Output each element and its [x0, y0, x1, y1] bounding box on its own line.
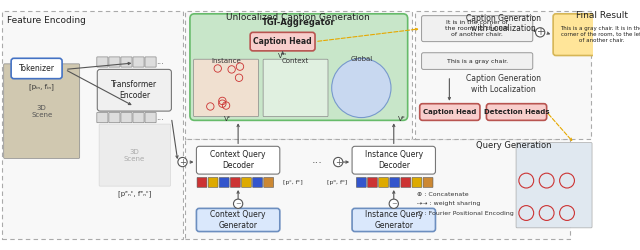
FancyBboxPatch shape [423, 178, 433, 187]
FancyBboxPatch shape [352, 146, 435, 174]
Text: Final Result: Final Result [576, 11, 628, 20]
FancyBboxPatch shape [516, 142, 592, 228]
Text: Caption Generation
with Localization: Caption Generation with Localization [466, 74, 541, 94]
FancyBboxPatch shape [109, 57, 120, 67]
Text: ~: ~ [391, 201, 397, 207]
Text: Instance: Instance [211, 58, 241, 64]
Text: Unlocalized Caption Generation: Unlocalized Caption Generation [227, 13, 370, 22]
Text: ...: ... [312, 155, 323, 165]
FancyBboxPatch shape [220, 178, 229, 187]
Text: ⊕ : Concatenate: ⊕ : Concatenate [417, 192, 468, 197]
FancyBboxPatch shape [264, 178, 274, 187]
FancyBboxPatch shape [4, 64, 80, 158]
FancyBboxPatch shape [486, 104, 547, 120]
FancyBboxPatch shape [121, 112, 132, 123]
FancyBboxPatch shape [109, 112, 120, 123]
Text: Global: Global [350, 56, 372, 62]
FancyBboxPatch shape [390, 178, 399, 187]
Text: Instance Query
Decoder: Instance Query Decoder [365, 150, 423, 170]
FancyBboxPatch shape [97, 112, 108, 123]
Circle shape [536, 28, 545, 37]
Text: TGI-Aggregator: TGI-Aggregator [262, 18, 335, 28]
FancyBboxPatch shape [194, 59, 259, 117]
FancyBboxPatch shape [422, 53, 532, 70]
FancyBboxPatch shape [263, 59, 328, 117]
Text: Tokenizer: Tokenizer [19, 64, 54, 73]
FancyBboxPatch shape [97, 70, 172, 111]
Text: Feature Encoding: Feature Encoding [7, 16, 86, 25]
Text: Vᶜ: Vᶜ [224, 116, 232, 122]
Circle shape [389, 199, 399, 208]
FancyBboxPatch shape [352, 208, 435, 232]
FancyBboxPatch shape [11, 58, 62, 79]
FancyBboxPatch shape [422, 16, 532, 42]
Text: Context: Context [282, 58, 309, 64]
FancyBboxPatch shape [230, 178, 240, 187]
Text: ○ : Fourier Positional Encoding: ○ : Fourier Positional Encoding [417, 210, 514, 216]
Text: Context Query
Decoder: Context Query Decoder [211, 150, 266, 170]
Text: Vᵐ: Vᵐ [278, 53, 287, 59]
Text: ⇢⇢ : weight sharing: ⇢⇢ : weight sharing [417, 201, 480, 206]
FancyBboxPatch shape [197, 178, 207, 187]
Text: Caption Generation
with Localization: Caption Generation with Localization [466, 14, 541, 33]
FancyBboxPatch shape [253, 178, 262, 187]
Text: +: + [335, 158, 342, 166]
FancyBboxPatch shape [379, 178, 388, 187]
FancyBboxPatch shape [208, 178, 218, 187]
Bar [415, 11, 591, 139]
Bar [186, 11, 412, 139]
Bar [2, 11, 182, 239]
FancyBboxPatch shape [196, 208, 280, 232]
Text: Transformer
Encoder: Transformer Encoder [111, 80, 157, 100]
FancyBboxPatch shape [121, 57, 132, 67]
FancyBboxPatch shape [412, 178, 422, 187]
Text: 3D
Scene: 3D Scene [31, 104, 52, 118]
Text: +: + [536, 27, 544, 37]
FancyBboxPatch shape [190, 14, 408, 120]
Text: 3D
Scene: 3D Scene [124, 149, 145, 162]
Circle shape [234, 199, 243, 208]
FancyBboxPatch shape [356, 178, 366, 187]
FancyBboxPatch shape [241, 178, 252, 187]
Text: Query Generation: Query Generation [476, 141, 552, 150]
Circle shape [178, 158, 187, 167]
Text: ~: ~ [235, 201, 241, 207]
Text: ...: ... [156, 58, 164, 66]
Text: [pᵒ, fᵒ]: [pᵒ, fᵒ] [327, 180, 348, 185]
FancyBboxPatch shape [99, 124, 170, 186]
FancyBboxPatch shape [145, 57, 156, 67]
FancyBboxPatch shape [420, 104, 480, 120]
FancyBboxPatch shape [553, 14, 640, 56]
Circle shape [333, 158, 343, 167]
Text: [pᶜ, fᶜ]: [pᶜ, fᶜ] [283, 180, 302, 185]
Text: [pᵢₙ, fᵢₙ]: [pᵢₙ, fᵢₙ] [29, 83, 54, 90]
Text: This is a gray chair. It is in the
corner of the room, to the left
of another ch: This is a gray chair. It is in the corne… [561, 26, 640, 43]
FancyBboxPatch shape [133, 112, 144, 123]
Text: Caption Head: Caption Head [253, 37, 312, 46]
Text: Instance Query
Generator: Instance Query Generator [365, 210, 423, 230]
Text: Caption Head: Caption Head [423, 109, 477, 115]
Text: +: + [179, 158, 186, 166]
Text: Vᵖ: Vᵖ [399, 116, 406, 122]
FancyBboxPatch shape [250, 32, 315, 51]
Circle shape [332, 58, 391, 118]
FancyBboxPatch shape [401, 178, 411, 187]
Text: [pᵉₙᶜ, fᵉₙᶜ]: [pᵉₙᶜ, fᵉₙᶜ] [118, 190, 151, 196]
FancyBboxPatch shape [97, 57, 108, 67]
FancyBboxPatch shape [145, 112, 156, 123]
Text: Context Query
Generator: Context Query Generator [211, 210, 266, 230]
Text: This is a gray chair.: This is a gray chair. [447, 58, 508, 64]
Text: Detection Heads: Detection Heads [484, 109, 549, 115]
Text: It is in the corner of
the room, to the left
of another chair.: It is in the corner of the room, to the … [445, 20, 509, 37]
FancyBboxPatch shape [367, 178, 378, 187]
Bar [186, 139, 570, 239]
FancyBboxPatch shape [133, 57, 144, 67]
Text: ...: ... [156, 113, 164, 122]
FancyBboxPatch shape [196, 146, 280, 174]
